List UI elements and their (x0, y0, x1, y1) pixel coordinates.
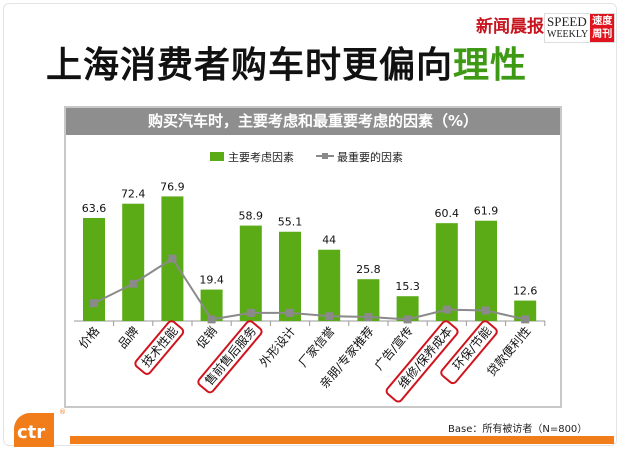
logo-cn1: 速度 (592, 16, 613, 27)
line-point-3 (207, 315, 216, 324)
highlight-box (134, 320, 185, 375)
x-tick-label: 价格 (75, 323, 102, 351)
logo-speed: SPEED (547, 14, 587, 29)
speed-weekly-logo: SPEED WEEKLY 速度周刊 (544, 13, 616, 43)
line-point-0 (90, 299, 98, 308)
bar-8 (396, 296, 419, 321)
line-point-5 (286, 308, 294, 317)
bar-data-label: 60.4 (435, 207, 460, 220)
highlight-box (385, 320, 459, 403)
bar-data-label: 15.3 (395, 280, 420, 293)
bar-11 (514, 300, 537, 321)
slide-title: 上海消费者购车时更偏向理性 (46, 36, 527, 88)
line-point-8 (403, 315, 412, 324)
ctr-logo: ctr (14, 413, 54, 447)
chart-box: 购买汽车时，主要考虑和最重要考虑的因素（%） (64, 106, 562, 408)
x-tick-label: 促销 (194, 324, 220, 351)
bar-1 (122, 203, 145, 321)
line-point-1 (129, 279, 138, 288)
bar-data-label: 61.9 (474, 205, 499, 218)
bar-data-label: 72.4 (121, 188, 146, 201)
bar-data-label: 44 (322, 234, 336, 247)
line-point-6 (325, 312, 334, 321)
bar-data-label: 58.9 (239, 210, 264, 223)
logo-cn2: 周刊 (592, 29, 613, 40)
legend-line-label: 最重要的因素 (337, 150, 403, 164)
line-point-7 (364, 312, 373, 321)
base-note: Base：所有被访者（N=800） (448, 424, 588, 435)
bar-4 (239, 225, 262, 321)
bar-data-label: 63.6 (82, 202, 107, 215)
bar-data-label: 55.1 (278, 216, 303, 229)
bar-7 (357, 279, 380, 321)
bar-data-label: 25.8 (356, 263, 381, 276)
title-highlight: 理性 (453, 45, 528, 86)
highlight-box (440, 320, 498, 385)
bar-5 (279, 231, 301, 321)
bar-data-label: 19.4 (199, 274, 224, 287)
x-tick-label: 厂家信誉 (295, 323, 337, 369)
legend-bar-swatch (210, 152, 224, 161)
highlight-box (197, 320, 263, 394)
chart-title: 购买汽车时，主要考虑和最重要考虑的因素（%） (66, 108, 560, 135)
bar-data-label: 76.9 (160, 180, 185, 193)
bar-9 (435, 223, 458, 321)
bar-0 (83, 217, 105, 321)
bottom-bar (70, 436, 614, 444)
x-tick-label: 外形设计 (257, 324, 299, 370)
line-point-10 (482, 306, 490, 315)
bar-3 (200, 289, 223, 321)
title-main: 上海消费者购车时更偏向 (46, 45, 454, 86)
xinwen-chenbao-logo: 新闻晨报 (476, 17, 544, 37)
registered-mark: ® (59, 408, 66, 416)
logo-weekly: WEEKLY (547, 29, 589, 40)
line-point-9 (442, 305, 451, 314)
line-point-11 (521, 315, 530, 324)
legend-bar-label: 主要考虑因素 (228, 151, 294, 164)
bar-6 (318, 249, 341, 321)
x-tick-label: 品牌 (115, 324, 141, 351)
bar-data-label: 12.6 (513, 285, 538, 298)
bar-10 (475, 220, 497, 321)
line-point-2 (168, 254, 177, 263)
line-point-4 (246, 308, 255, 317)
x-tick-label: 技术性能 (139, 324, 181, 370)
line-series (93, 257, 526, 321)
legend-line-marker (322, 153, 328, 159)
